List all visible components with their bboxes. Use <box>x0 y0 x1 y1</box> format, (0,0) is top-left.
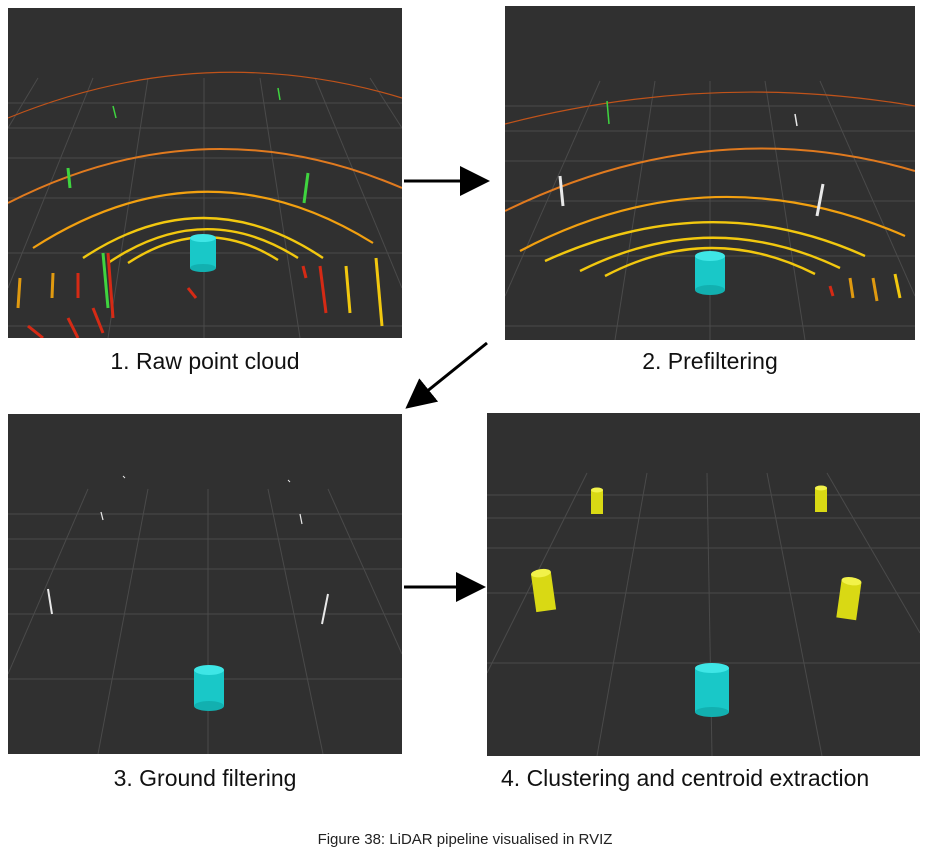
sensor-cylinder-icon <box>194 665 224 711</box>
far-ring <box>8 71 402 119</box>
panel-caption-prefiltering: 2. Prefiltering <box>642 348 778 374</box>
object-points <box>47 475 329 625</box>
panel-ground-filtering <box>8 414 402 754</box>
ring-3 <box>32 190 374 249</box>
ground-filtered-view <box>8 475 402 754</box>
cluster-centroid-marker <box>591 487 603 514</box>
prefiltered-point-cloud-view <box>505 80 915 340</box>
ring-1 <box>579 236 841 273</box>
figure-caption: Figure 38: LiDAR pipeline visualised in … <box>317 831 613 848</box>
cluster-centroid-marker <box>530 568 557 613</box>
sensor-cylinder-icon <box>695 663 729 717</box>
panel-caption-clustering: 4. Clustering and centroid extraction <box>501 765 870 791</box>
ring-0 <box>604 246 816 278</box>
arrow-down-left-icon <box>405 341 488 409</box>
clustering-view <box>487 472 920 756</box>
ring-1 <box>107 228 299 264</box>
ring-2 <box>544 221 866 263</box>
panel-clustering <box>487 413 920 756</box>
panel-caption-raw: 1. Raw point cloud <box>110 348 300 374</box>
ground-grid <box>8 488 402 754</box>
filtered-point-clusters <box>558 100 902 302</box>
ring-4 <box>8 147 402 204</box>
panel-caption-ground-filtering: 3. Ground filtering <box>113 765 297 791</box>
ring-2 <box>82 216 324 260</box>
cluster-centroid-marker <box>836 576 862 621</box>
sensor-cylinder-icon <box>695 251 725 295</box>
sensor-cylinder-icon <box>190 234 216 272</box>
far-ring <box>505 91 915 125</box>
ring-3 <box>519 195 906 252</box>
raw-point-cloud-view <box>8 71 402 338</box>
panel-prefiltering <box>505 6 915 340</box>
raw-point-clusters <box>16 87 384 338</box>
panel-raw-point-cloud <box>8 8 402 338</box>
cluster-centroid-marker <box>815 485 827 512</box>
ground-grid <box>8 77 402 338</box>
ground-grid <box>505 80 915 340</box>
